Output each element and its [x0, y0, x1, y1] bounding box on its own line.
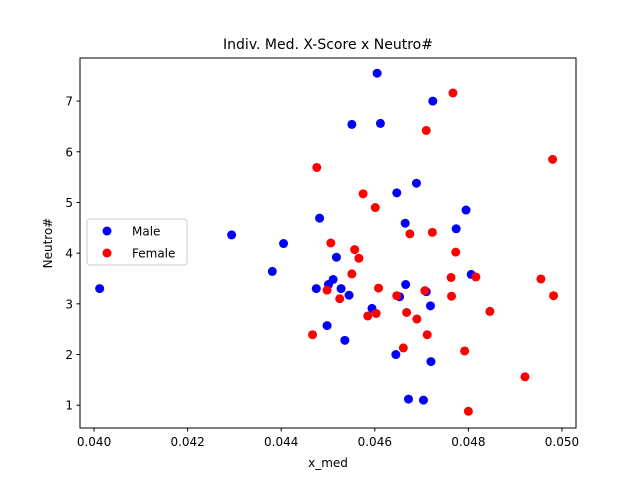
x-tick-label: 0.042: [170, 435, 204, 449]
scatter-point-female: [350, 245, 360, 255]
scatter-point-female: [326, 238, 336, 248]
scatter-point-male: [95, 284, 105, 294]
scatter-point-male: [328, 274, 338, 284]
scatter-point-male: [425, 301, 435, 311]
scatter-point-male: [227, 230, 237, 240]
chart-title: Indiv. Med. X-Score x Neutro#: [223, 37, 433, 53]
scatter-point-female: [447, 291, 457, 301]
scatter-point-female: [392, 291, 402, 301]
scatter-point-female: [549, 291, 559, 301]
scatter-point-male: [403, 394, 413, 404]
scatter-point-female: [363, 311, 373, 321]
scatter-point-male: [401, 280, 411, 290]
scatter-point-female: [354, 253, 364, 263]
legend-box: [86, 218, 188, 266]
y-tick-label: 3: [65, 297, 73, 311]
legend-marker-male: [102, 226, 112, 236]
scatter-point-male: [375, 118, 385, 128]
scatter-point-female: [412, 314, 422, 324]
scatter-point-male: [315, 213, 325, 223]
scatter-point-male: [322, 321, 332, 331]
scatter-point-female: [446, 272, 456, 282]
scatter-point-female: [322, 285, 332, 295]
scatter-point-female: [421, 125, 431, 135]
scatter-point-female: [402, 307, 412, 317]
y-tick-label: 4: [65, 247, 73, 261]
y-tick-label: 5: [65, 196, 73, 210]
scatter-point-male: [418, 395, 428, 405]
scatter-point-male: [411, 178, 421, 188]
scatter-point-female: [448, 88, 458, 98]
scatter-point-male: [372, 68, 382, 78]
scatter-point-male: [392, 188, 402, 198]
scatter-point-female: [347, 269, 357, 279]
scatter-point-male: [331, 252, 341, 262]
plot-area: [95, 68, 559, 416]
scatter-point-female: [335, 294, 345, 304]
scatter-point-female: [358, 189, 368, 199]
scatter-point-female: [422, 330, 432, 340]
x-tick-label: 0.048: [451, 435, 485, 449]
scatter-point-female: [312, 162, 322, 172]
legend-label-male: Male: [132, 225, 160, 239]
scatter-point-male: [279, 239, 289, 249]
scatter-point-female: [460, 346, 470, 356]
x-tick-label: 0.040: [77, 435, 111, 449]
scatter-point-female: [371, 308, 381, 318]
scatter-point-female: [370, 203, 380, 213]
scatter-point-male: [340, 335, 350, 345]
scatter-point-male: [461, 205, 471, 215]
scatter-point-male: [347, 119, 357, 129]
y-axis: 1 2 3 4 5 6 7: [65, 95, 80, 413]
axes-frame: [79, 57, 577, 429]
scatter-point-female: [374, 283, 384, 293]
x-tick-label: 0.044: [264, 435, 298, 449]
y-axis-label: Neutro#: [41, 218, 55, 269]
scatter-point-female: [471, 272, 481, 282]
scatter-point-female: [536, 274, 546, 284]
legend-marker-female: [102, 248, 112, 258]
scatter-point-female: [451, 247, 461, 257]
y-tick-label: 2: [65, 348, 73, 362]
scatter-point-male: [336, 284, 346, 294]
scatter-point-female: [520, 372, 530, 382]
scatter-point-male: [391, 350, 401, 360]
scatter-point-male: [451, 224, 461, 234]
y-tick-label: 6: [65, 145, 73, 159]
legend-label-female: Female: [132, 247, 175, 261]
scatter-point-male: [267, 266, 277, 276]
y-tick-label: 1: [65, 399, 73, 413]
x-tick-label: 0.046: [358, 435, 392, 449]
scatter-point-female: [427, 227, 437, 237]
scatter-point-male: [400, 218, 410, 228]
y-tick-label: 7: [65, 95, 73, 109]
x-axis: 0.040 0.042 0.044 0.046 0.048 0.050: [77, 428, 579, 449]
scatter-point-female: [308, 330, 318, 340]
scatter-point-female: [485, 306, 495, 316]
scatter-point-female: [548, 154, 558, 164]
scatter-point-male: [428, 96, 438, 106]
scatter-point-female: [405, 229, 415, 239]
scatter-point-female: [398, 343, 408, 353]
scatter-point-male: [426, 357, 436, 367]
scatter-point-male: [311, 284, 321, 294]
scatter-point-female: [463, 406, 473, 416]
scatter-point-male: [344, 290, 354, 300]
scatter-point-female: [420, 286, 430, 296]
x-tick-label: 0.050: [545, 435, 579, 449]
x-axis-label: x_med: [308, 456, 348, 470]
legend: Male Female: [86, 218, 188, 266]
